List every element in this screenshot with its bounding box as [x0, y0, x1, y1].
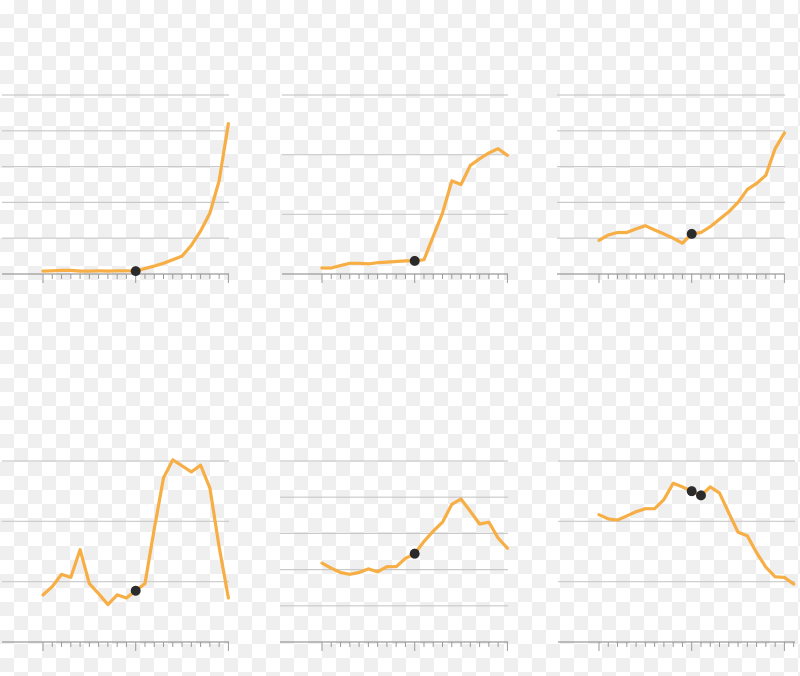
- chart-panel-2: [282, 94, 509, 283]
- series-line: [597, 131, 787, 245]
- highlight-point: [130, 585, 141, 596]
- series-line: [41, 121, 230, 273]
- series-line: [41, 458, 230, 607]
- highlight-point: [686, 228, 697, 239]
- chart-panel-3: [557, 94, 787, 283]
- chart-panel-6: [558, 460, 796, 651]
- chart-panel-5: [280, 460, 509, 651]
- highlight-point: [695, 490, 706, 501]
- highlight-point: [686, 486, 697, 497]
- highlight-point: [130, 266, 141, 277]
- highlight-point: [409, 255, 420, 266]
- chart-panel-4: [2, 458, 230, 651]
- highlight-point: [409, 548, 420, 559]
- series-line: [320, 147, 509, 270]
- chart-panel-1: [2, 94, 230, 283]
- series-line: [320, 497, 509, 576]
- series-line: [597, 481, 796, 586]
